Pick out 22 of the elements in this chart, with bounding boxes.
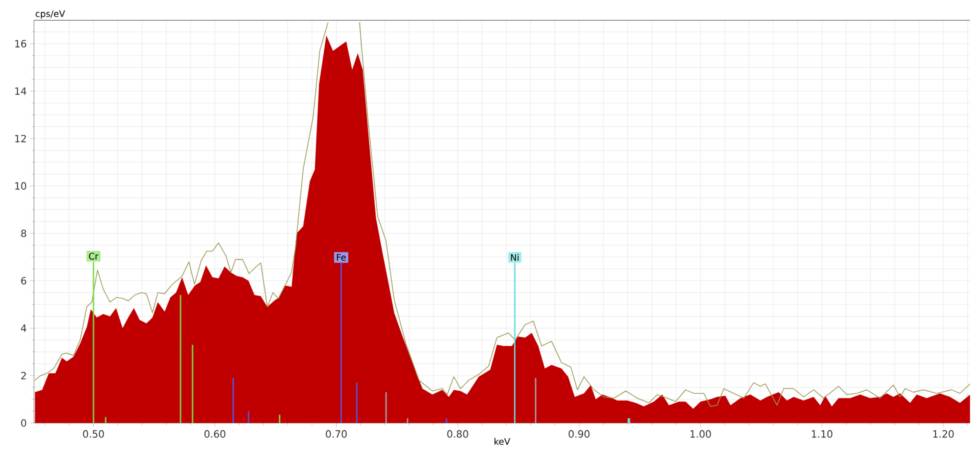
series-label: Fe	[336, 254, 346, 261]
x-tick-label: 0.60	[204, 430, 226, 438]
y-tick-label: 0	[21, 419, 26, 427]
x-tick-label: 0.50	[83, 430, 104, 438]
x-axis-title: keV	[494, 438, 510, 445]
y-tick-label: 8	[21, 230, 26, 238]
x-tick-label: 0.80	[447, 430, 468, 438]
x-tick-label: 1.10	[812, 430, 832, 438]
x-tick-label: 1.00	[690, 430, 711, 438]
x-tick-label: 0.90	[568, 430, 590, 438]
y-tick-label: 2	[21, 372, 26, 380]
y-tick-label: 10	[15, 182, 26, 190]
series-label: Cr	[89, 252, 98, 260]
y-tick-label: 14	[15, 87, 26, 95]
y-tick-label: 16	[15, 40, 26, 48]
x-tick-label: 1.20	[933, 430, 954, 438]
y-tick-label: 12	[15, 134, 26, 142]
y-tick-label: 4	[20, 324, 26, 332]
x-tick-label: 0.70	[326, 430, 347, 438]
series-label: Ni	[511, 254, 519, 261]
y-axis-title: cps/eV	[36, 10, 66, 19]
y-tick-label: 6	[21, 276, 26, 285]
